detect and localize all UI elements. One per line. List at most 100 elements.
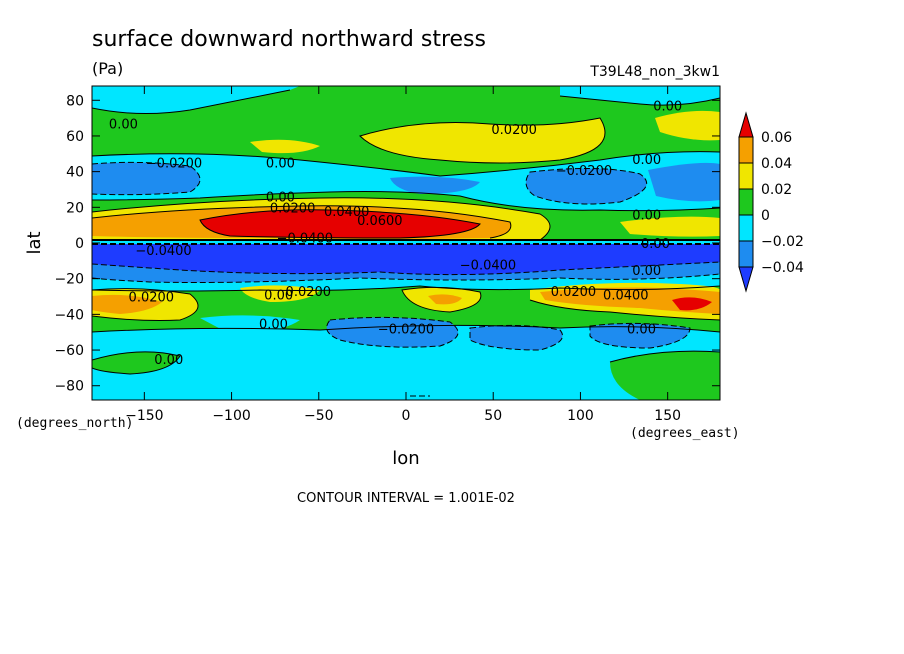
x-tick-label: 150 [654, 408, 681, 424]
contour-line [401, 286, 482, 313]
y-tick-label: 60 [66, 129, 84, 145]
x-tick-label: 100 [567, 408, 594, 424]
contour-label: −0.0200 [146, 157, 202, 172]
x-tick-label: 0 [402, 408, 411, 424]
colorbar-label: 0.04 [761, 156, 792, 172]
contour-label: 0.0200 [270, 201, 316, 216]
region-pos-south-polar-west [92, 351, 180, 374]
region-pos-north-midlat [360, 118, 605, 163]
region-neg-south-extra-west [200, 315, 300, 334]
x-axis-title: lon [392, 448, 419, 469]
region-neg-south-polar [92, 325, 720, 400]
axis-layer: −150 −100 −50 0 50 100 150 80 60 40 20 0 −20 −40 −60 −8… [54, 86, 720, 424]
x-tick-label: −150 [125, 408, 163, 424]
region-pos-south-polar-east [610, 351, 720, 400]
x-tick-label: −50 [304, 408, 334, 424]
y-tick-label: 0 [75, 236, 84, 252]
contour-line [559, 95, 720, 106]
contour-line [92, 324, 720, 333]
contour-line [92, 273, 720, 283]
colorbar-swatch [738, 162, 754, 190]
y-axis-title: lat [24, 231, 45, 254]
contour-interval-text: CONTOUR INTERVAL = 1.001E-02 [297, 491, 515, 506]
x-tick-label: −100 [212, 408, 250, 424]
region-pos-equator-yellow-east [620, 216, 720, 237]
units-label: (Pa) [92, 59, 123, 78]
contour-label: 0.0200 [491, 123, 537, 138]
region-pos2-south-east [540, 287, 720, 314]
contour-line [529, 299, 720, 321]
y-tick-label: −20 [54, 272, 84, 288]
colorbar-swatch [738, 136, 754, 164]
contour-label: −0.0200 [556, 164, 612, 179]
region-neg2-north-west [92, 162, 200, 195]
contour-line [92, 151, 720, 177]
y-tick-label: −60 [54, 343, 84, 359]
region-neg2-south-mid [326, 317, 458, 348]
contour-label: 0.00 [632, 208, 661, 223]
contour-line [92, 191, 720, 212]
region-pos2-south-west [92, 294, 162, 314]
region-pos2-south-center [428, 294, 462, 305]
region-neg2-north-east [526, 168, 647, 204]
y-tick-label: −80 [54, 379, 84, 395]
contour-label: 0.0600 [357, 214, 403, 229]
colorbar-swatch [738, 240, 754, 268]
colorbar: 0.06 0.04 0.02 0 −0.02 −0.04 [738, 111, 804, 293]
contour-label: −0.0400 [460, 258, 516, 273]
contour-line [92, 261, 720, 276]
colorbar-top-triangle [738, 111, 754, 138]
contour-label: 0.0200 [551, 285, 597, 300]
contour-line [92, 197, 551, 241]
contour-line [326, 316, 459, 348]
chart-title: surface downward northward stress [92, 27, 486, 52]
contour-line [92, 89, 291, 115]
region-neg2-south-far-east [590, 323, 690, 348]
contour-label: 0.00 [632, 264, 661, 279]
region-pos-equator-red [200, 209, 480, 238]
x-unit-label: (degrees_east) [630, 426, 740, 441]
contour-label: 0.00 [641, 237, 670, 252]
region-pos-north-midlat-small [250, 139, 320, 154]
y-tick-label: −40 [54, 307, 84, 323]
contour-label: 0.00 [259, 317, 288, 332]
region-neg3-south-tropics [92, 244, 720, 275]
contour-line [469, 324, 563, 351]
contour-label: 0.0200 [286, 285, 332, 300]
contour-line [199, 209, 481, 239]
contour-lines [92, 89, 720, 397]
colorbar-bottom-triangle [738, 266, 754, 293]
contour-line [589, 322, 691, 349]
region-neg2-north-mid [390, 176, 480, 194]
contour-label: 0.00 [266, 157, 295, 172]
colorbar-swatch [738, 188, 754, 216]
contour-line [609, 350, 720, 363]
contour-label: 0.00 [632, 153, 661, 168]
contour-label: 0.00 [109, 117, 138, 132]
contour-line [92, 205, 512, 239]
colorbar-label: −0.02 [761, 234, 804, 250]
region-pos3-south-east [672, 297, 712, 311]
contour-label: 0.00 [653, 100, 682, 115]
x-tick-label: 50 [484, 408, 502, 424]
contour-label: 0.0400 [603, 289, 649, 304]
y-tick-label: 80 [66, 93, 84, 109]
contour-label: 0.00 [154, 353, 183, 368]
run-label: T39L48_non_3kw1 [589, 64, 720, 80]
region-neg2-south-east [470, 325, 563, 350]
contour-line [92, 161, 201, 196]
contour-line [92, 285, 720, 292]
region-pos-north-midlat-east [655, 110, 720, 141]
y-unit-label: (degrees_north) [16, 416, 133, 431]
contour-label: −0.0400 [277, 232, 333, 247]
contour-line [92, 351, 181, 375]
contour-label: 0.0400 [324, 205, 370, 220]
contour-label: 0.0200 [129, 291, 175, 306]
contour-line [359, 117, 606, 164]
region-neg-north-polar-east [560, 86, 720, 106]
contour-label: 0.00 [266, 191, 295, 206]
contour-line [92, 288, 199, 321]
colorbar-label: 0.02 [761, 182, 792, 198]
